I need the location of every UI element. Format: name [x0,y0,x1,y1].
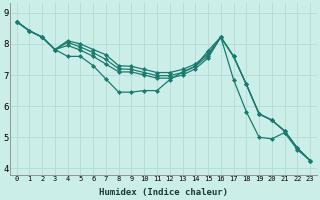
X-axis label: Humidex (Indice chaleur): Humidex (Indice chaleur) [99,188,228,197]
